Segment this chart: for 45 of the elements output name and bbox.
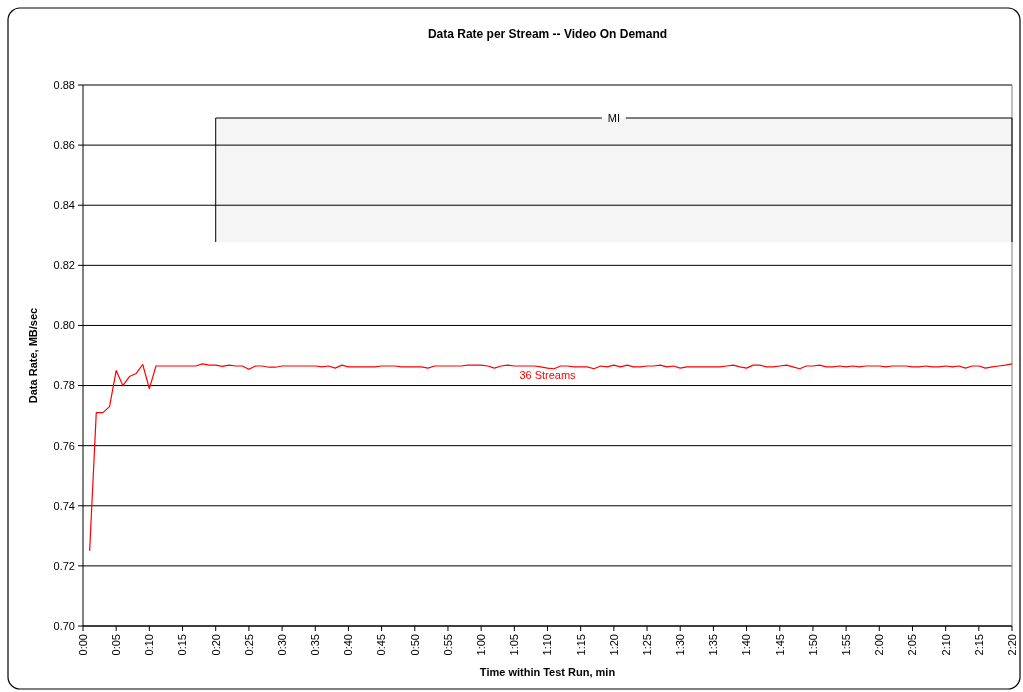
- x-tick-label: 1:40: [740, 634, 753, 656]
- y-tick-label: 0.84: [53, 199, 75, 212]
- y-tick-label: 0.78: [53, 379, 75, 392]
- x-tick-label: 2:00: [873, 634, 886, 656]
- x-tick-label: 0:15: [176, 634, 189, 656]
- y-tick-label: 0.86: [53, 138, 75, 151]
- band-label: MI: [607, 111, 620, 124]
- x-tick-label: 1:20: [607, 634, 620, 656]
- x-tick-label: 2:15: [972, 634, 985, 656]
- x-tick-label: 0:20: [209, 634, 222, 656]
- x-tick-label: 1:05: [508, 634, 521, 656]
- y-tick-label: 0.72: [53, 559, 75, 572]
- x-tick-label: 2:20: [1005, 634, 1018, 656]
- x-tick-label: 0:45: [375, 634, 388, 656]
- x-tick-label: 1:45: [773, 634, 786, 656]
- x-tick-label: 0:00: [76, 634, 89, 656]
- line-series: [89, 363, 1013, 552]
- y-tick-label: 0.88: [53, 78, 75, 91]
- y-axis-title: Data Rate, MB/sec: [27, 307, 39, 404]
- x-tick-label: 2:05: [906, 634, 919, 656]
- x-tick-label: 0:05: [110, 634, 123, 656]
- x-tick-label: 0:30: [275, 634, 288, 656]
- x-tick-label: 1:50: [806, 634, 819, 656]
- y-tick-label: 0.70: [53, 619, 75, 632]
- x-tick-label: 0:10: [143, 634, 156, 656]
- x-tick-label: 1:00: [474, 634, 487, 656]
- y-tick-label: 0.74: [53, 499, 75, 512]
- x-tick-label: 0:55: [441, 634, 454, 656]
- x-tick-label: 2:10: [939, 634, 952, 656]
- series-label: 36 Streams: [519, 369, 577, 382]
- chart-title: Data Rate per Stream -- Video On Demand: [427, 27, 668, 41]
- y-tick-label: 0.80: [53, 319, 75, 332]
- x-tick-label: 1:25: [640, 634, 653, 656]
- x-tick-label: 1:55: [839, 634, 852, 656]
- y-tick-label: 0.76: [53, 439, 75, 452]
- x-tick-label: 1:15: [574, 634, 587, 656]
- x-tick-label: 0:40: [342, 634, 355, 656]
- x-tick-label: 1:35: [707, 634, 720, 656]
- x-tick-label: 0:35: [309, 634, 322, 656]
- x-tick-label: 1:30: [674, 634, 687, 656]
- x-tick-label: 0:50: [408, 634, 421, 656]
- x-tick-label: 0:25: [242, 634, 255, 656]
- x-tick-label: 1:10: [541, 634, 554, 656]
- y-tick-label: 0.82: [53, 259, 75, 272]
- x-axis-title: Time within Test Run, min: [479, 666, 616, 678]
